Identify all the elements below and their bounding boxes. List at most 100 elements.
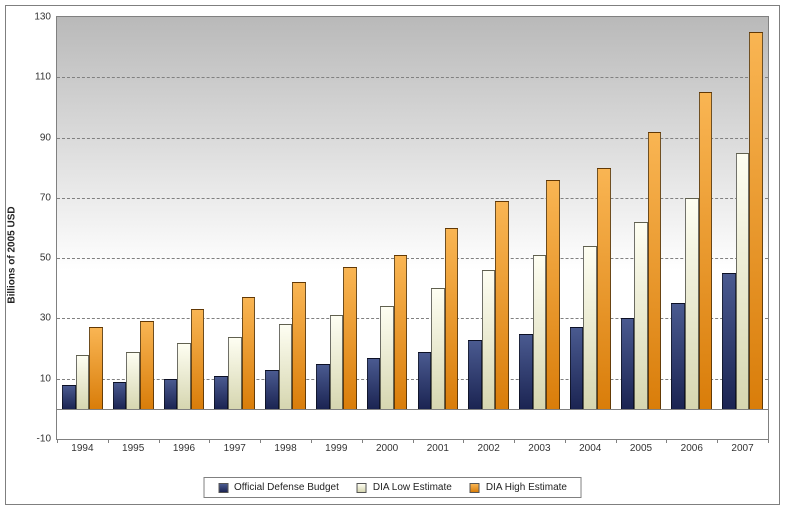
y-tick-label: 70 [40, 192, 51, 203]
bar [634, 222, 648, 409]
bar [495, 201, 509, 409]
bar [76, 355, 90, 409]
bar-cluster [621, 17, 662, 409]
x-tick-label: 1994 [57, 439, 108, 459]
category-group [463, 17, 514, 439]
bar [722, 273, 736, 409]
bar [519, 334, 533, 409]
bar [380, 306, 394, 408]
category-group [209, 17, 260, 439]
x-tick [768, 439, 769, 443]
bar [228, 337, 242, 409]
bar [140, 321, 154, 408]
x-tick [311, 439, 312, 443]
y-tick-label: 50 [40, 253, 51, 264]
bar [126, 352, 140, 409]
legend-item: DIA Low Estimate [357, 482, 452, 493]
x-tick-label: 1996 [159, 439, 210, 459]
category-group [565, 17, 616, 439]
category-group [311, 17, 362, 439]
bar [699, 92, 713, 409]
x-tick-label: 1999 [311, 439, 362, 459]
bar [177, 343, 191, 409]
x-tick-label: 2005 [616, 439, 667, 459]
y-tick-label: 110 [35, 72, 51, 83]
x-tick-label: 2003 [514, 439, 565, 459]
x-tick [108, 439, 109, 443]
legend-label: DIA Low Estimate [373, 482, 452, 493]
bar [685, 198, 699, 409]
x-tick [209, 439, 210, 443]
x-tick [616, 439, 617, 443]
legend-label: DIA High Estimate [486, 482, 567, 493]
bar [89, 327, 103, 408]
bar-cluster [113, 17, 154, 409]
x-tick-label: 2000 [362, 439, 413, 459]
bar [468, 340, 482, 409]
bar [583, 246, 597, 409]
y-axis-label: Billions of 2005 USD [7, 206, 18, 303]
category-group [412, 17, 463, 439]
chart-frame: Billions of 2005 USD -101030507090110130… [5, 5, 780, 505]
x-tick-label: 2007 [717, 439, 768, 459]
bar-cluster [418, 17, 459, 409]
x-tick-label: 1998 [260, 439, 311, 459]
bar [62, 385, 76, 409]
bar [279, 324, 293, 408]
category-group [57, 17, 108, 439]
category-group [159, 17, 210, 439]
legend: Official Defense Budget DIA Low Estimate D… [203, 477, 582, 498]
x-tick [260, 439, 261, 443]
y-tick-label: 130 [34, 12, 51, 23]
bars-area [57, 17, 768, 439]
bar [749, 32, 763, 409]
bar [648, 132, 662, 409]
legend-item: Official Defense Budget [218, 482, 339, 493]
bar [265, 370, 279, 409]
category-group [616, 17, 667, 439]
category-group [514, 17, 565, 439]
bar-cluster [468, 17, 509, 409]
bar [533, 255, 547, 409]
category-group [666, 17, 717, 439]
bar [431, 288, 445, 409]
bar [597, 168, 611, 409]
y-tick-label: -10 [37, 434, 51, 445]
bar [621, 318, 635, 408]
bar-cluster [62, 17, 103, 409]
x-tick-label: 1995 [108, 439, 159, 459]
bar-cluster [671, 17, 712, 409]
category-group [717, 17, 768, 439]
bar-cluster [265, 17, 306, 409]
x-tick [57, 439, 58, 443]
category-group [260, 17, 311, 439]
x-tick [666, 439, 667, 443]
bar [316, 364, 330, 409]
category-group [362, 17, 413, 439]
y-tick-label: 90 [40, 132, 51, 143]
bar-cluster [367, 17, 408, 409]
bar [330, 315, 344, 408]
x-tick [413, 439, 414, 443]
bar-cluster [214, 17, 255, 409]
bar-cluster [722, 17, 763, 409]
bar-cluster [519, 17, 560, 409]
legend-swatch [218, 483, 228, 493]
bar [482, 270, 496, 409]
plot-area: -101030507090110130 19941995199619971998… [56, 16, 769, 440]
x-tick-label: 1997 [209, 439, 260, 459]
legend-item: DIA High Estimate [470, 482, 567, 493]
bar [164, 379, 178, 409]
bar [191, 309, 205, 408]
bar-cluster [164, 17, 205, 409]
x-tick-label: 2006 [666, 439, 717, 459]
bar [394, 255, 408, 409]
category-group [108, 17, 159, 439]
bar [242, 297, 256, 409]
x-tick [514, 439, 515, 443]
legend-label: Official Defense Budget [234, 482, 339, 493]
bar [418, 352, 432, 409]
bar [367, 358, 381, 409]
x-tick [565, 439, 566, 443]
bar [113, 382, 127, 409]
